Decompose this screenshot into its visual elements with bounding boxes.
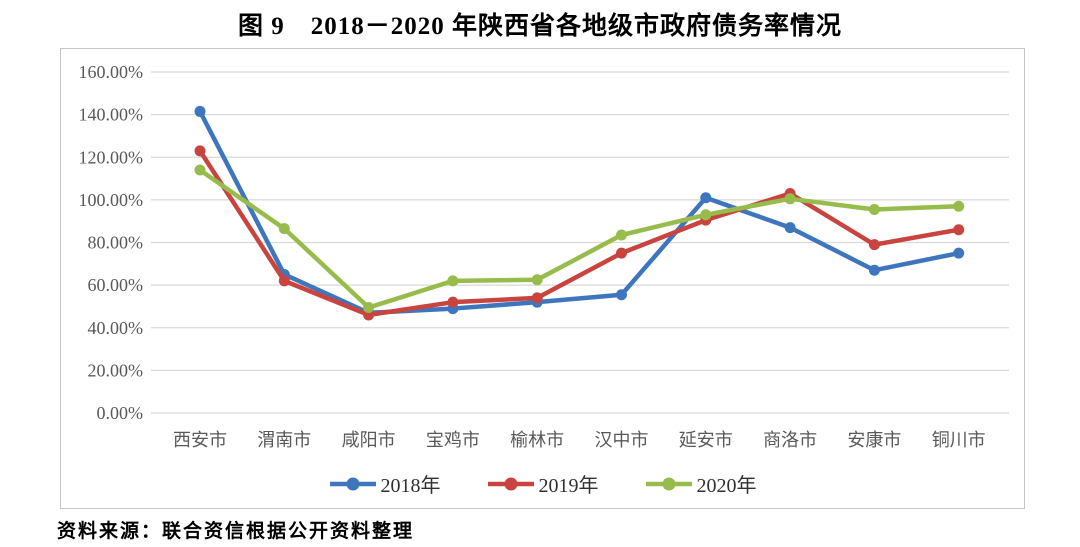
data-point-marker bbox=[868, 264, 880, 276]
data-point-marker bbox=[616, 289, 627, 301]
legend-label: 2020年 bbox=[696, 475, 757, 497]
data-point-marker bbox=[531, 292, 543, 304]
y-axis-tick-label: 20.00% bbox=[88, 360, 144, 380]
legend-item-2018年: 2018年 bbox=[329, 469, 441, 498]
data-point-marker bbox=[784, 193, 796, 205]
data-point-marker bbox=[363, 302, 375, 314]
x-axis-category-label: 铜川市 bbox=[932, 430, 986, 450]
legend-item-2019年: 2019年 bbox=[487, 469, 599, 498]
data-point-marker bbox=[868, 239, 880, 251]
legend-line-marker-icon bbox=[487, 477, 534, 490]
y-axis-tick-label: 40.00% bbox=[88, 318, 144, 338]
data-point-marker bbox=[700, 192, 712, 204]
data-point-marker bbox=[447, 275, 459, 287]
chart-title: 图 9 2018－2020 年陕西省各地级市政府债务率情况 bbox=[237, 13, 842, 40]
chart-canvas: 0.00% 20.00% 40.00% 60.00% 80.00% 100.00% 120.… bbox=[79, 62, 1009, 450]
x-axis-category-label: 商洛市 bbox=[763, 430, 817, 450]
legend-label: 2019年 bbox=[538, 475, 599, 497]
x-axis-category-label: 汉中市 bbox=[595, 430, 649, 450]
data-point-marker bbox=[447, 296, 459, 308]
y-axis-tick-label: 80.00% bbox=[88, 233, 144, 253]
data-point-marker bbox=[278, 223, 290, 235]
y-axis-tick-label: 120.00% bbox=[79, 147, 144, 167]
x-axis-category-label: 安康市 bbox=[847, 430, 901, 450]
data-point-marker bbox=[784, 222, 796, 234]
legend-item-2020年: 2020年 bbox=[645, 469, 757, 498]
data-point-marker bbox=[194, 145, 206, 157]
legend-line-marker-icon bbox=[645, 477, 692, 490]
data-point-marker bbox=[868, 203, 880, 215]
data-point-marker bbox=[531, 274, 543, 286]
data-point-marker bbox=[616, 229, 627, 241]
series-line-2018年 bbox=[197, 109, 961, 316]
legend-line-marker-icon bbox=[329, 477, 376, 490]
y-axis-tick-label: 100.00% bbox=[79, 190, 144, 210]
data-point-marker bbox=[953, 200, 965, 212]
chart-legend: 2018年 2019年 2020年 bbox=[61, 469, 1024, 498]
data-point-marker bbox=[616, 247, 627, 259]
x-axis-category-label: 宝鸡市 bbox=[426, 430, 480, 450]
data-point-marker bbox=[194, 164, 206, 176]
y-axis-tick-label: 160.00% bbox=[79, 62, 144, 82]
data-point-marker bbox=[194, 105, 206, 117]
y-axis-tick-label: 60.00% bbox=[88, 275, 144, 295]
legend-label: 2018年 bbox=[380, 475, 441, 497]
x-axis-category-label: 渭南市 bbox=[257, 430, 311, 450]
data-point-marker bbox=[953, 224, 965, 236]
x-axis-category-label: 咸阳市 bbox=[342, 430, 396, 450]
y-axis-tick-label: 0.00% bbox=[97, 403, 144, 423]
data-point-marker bbox=[278, 275, 290, 287]
source-note: 资料来源：联合资信根据公开资料整理 bbox=[57, 521, 415, 542]
y-axis-tick-label: 140.00% bbox=[79, 105, 144, 125]
data-point-marker bbox=[700, 209, 712, 221]
series-line-2020年 bbox=[197, 167, 961, 310]
series-line-2019年 bbox=[197, 148, 961, 318]
chart-area: 0.00% 20.00% 40.00% 60.00% 80.00% 100.00% 120.… bbox=[60, 48, 1025, 509]
x-axis-category-label: 榆林市 bbox=[510, 430, 564, 450]
data-point-marker bbox=[953, 247, 965, 259]
x-axis-category-label: 西安市 bbox=[173, 430, 227, 450]
x-axis-category-label: 延安市 bbox=[679, 430, 733, 450]
